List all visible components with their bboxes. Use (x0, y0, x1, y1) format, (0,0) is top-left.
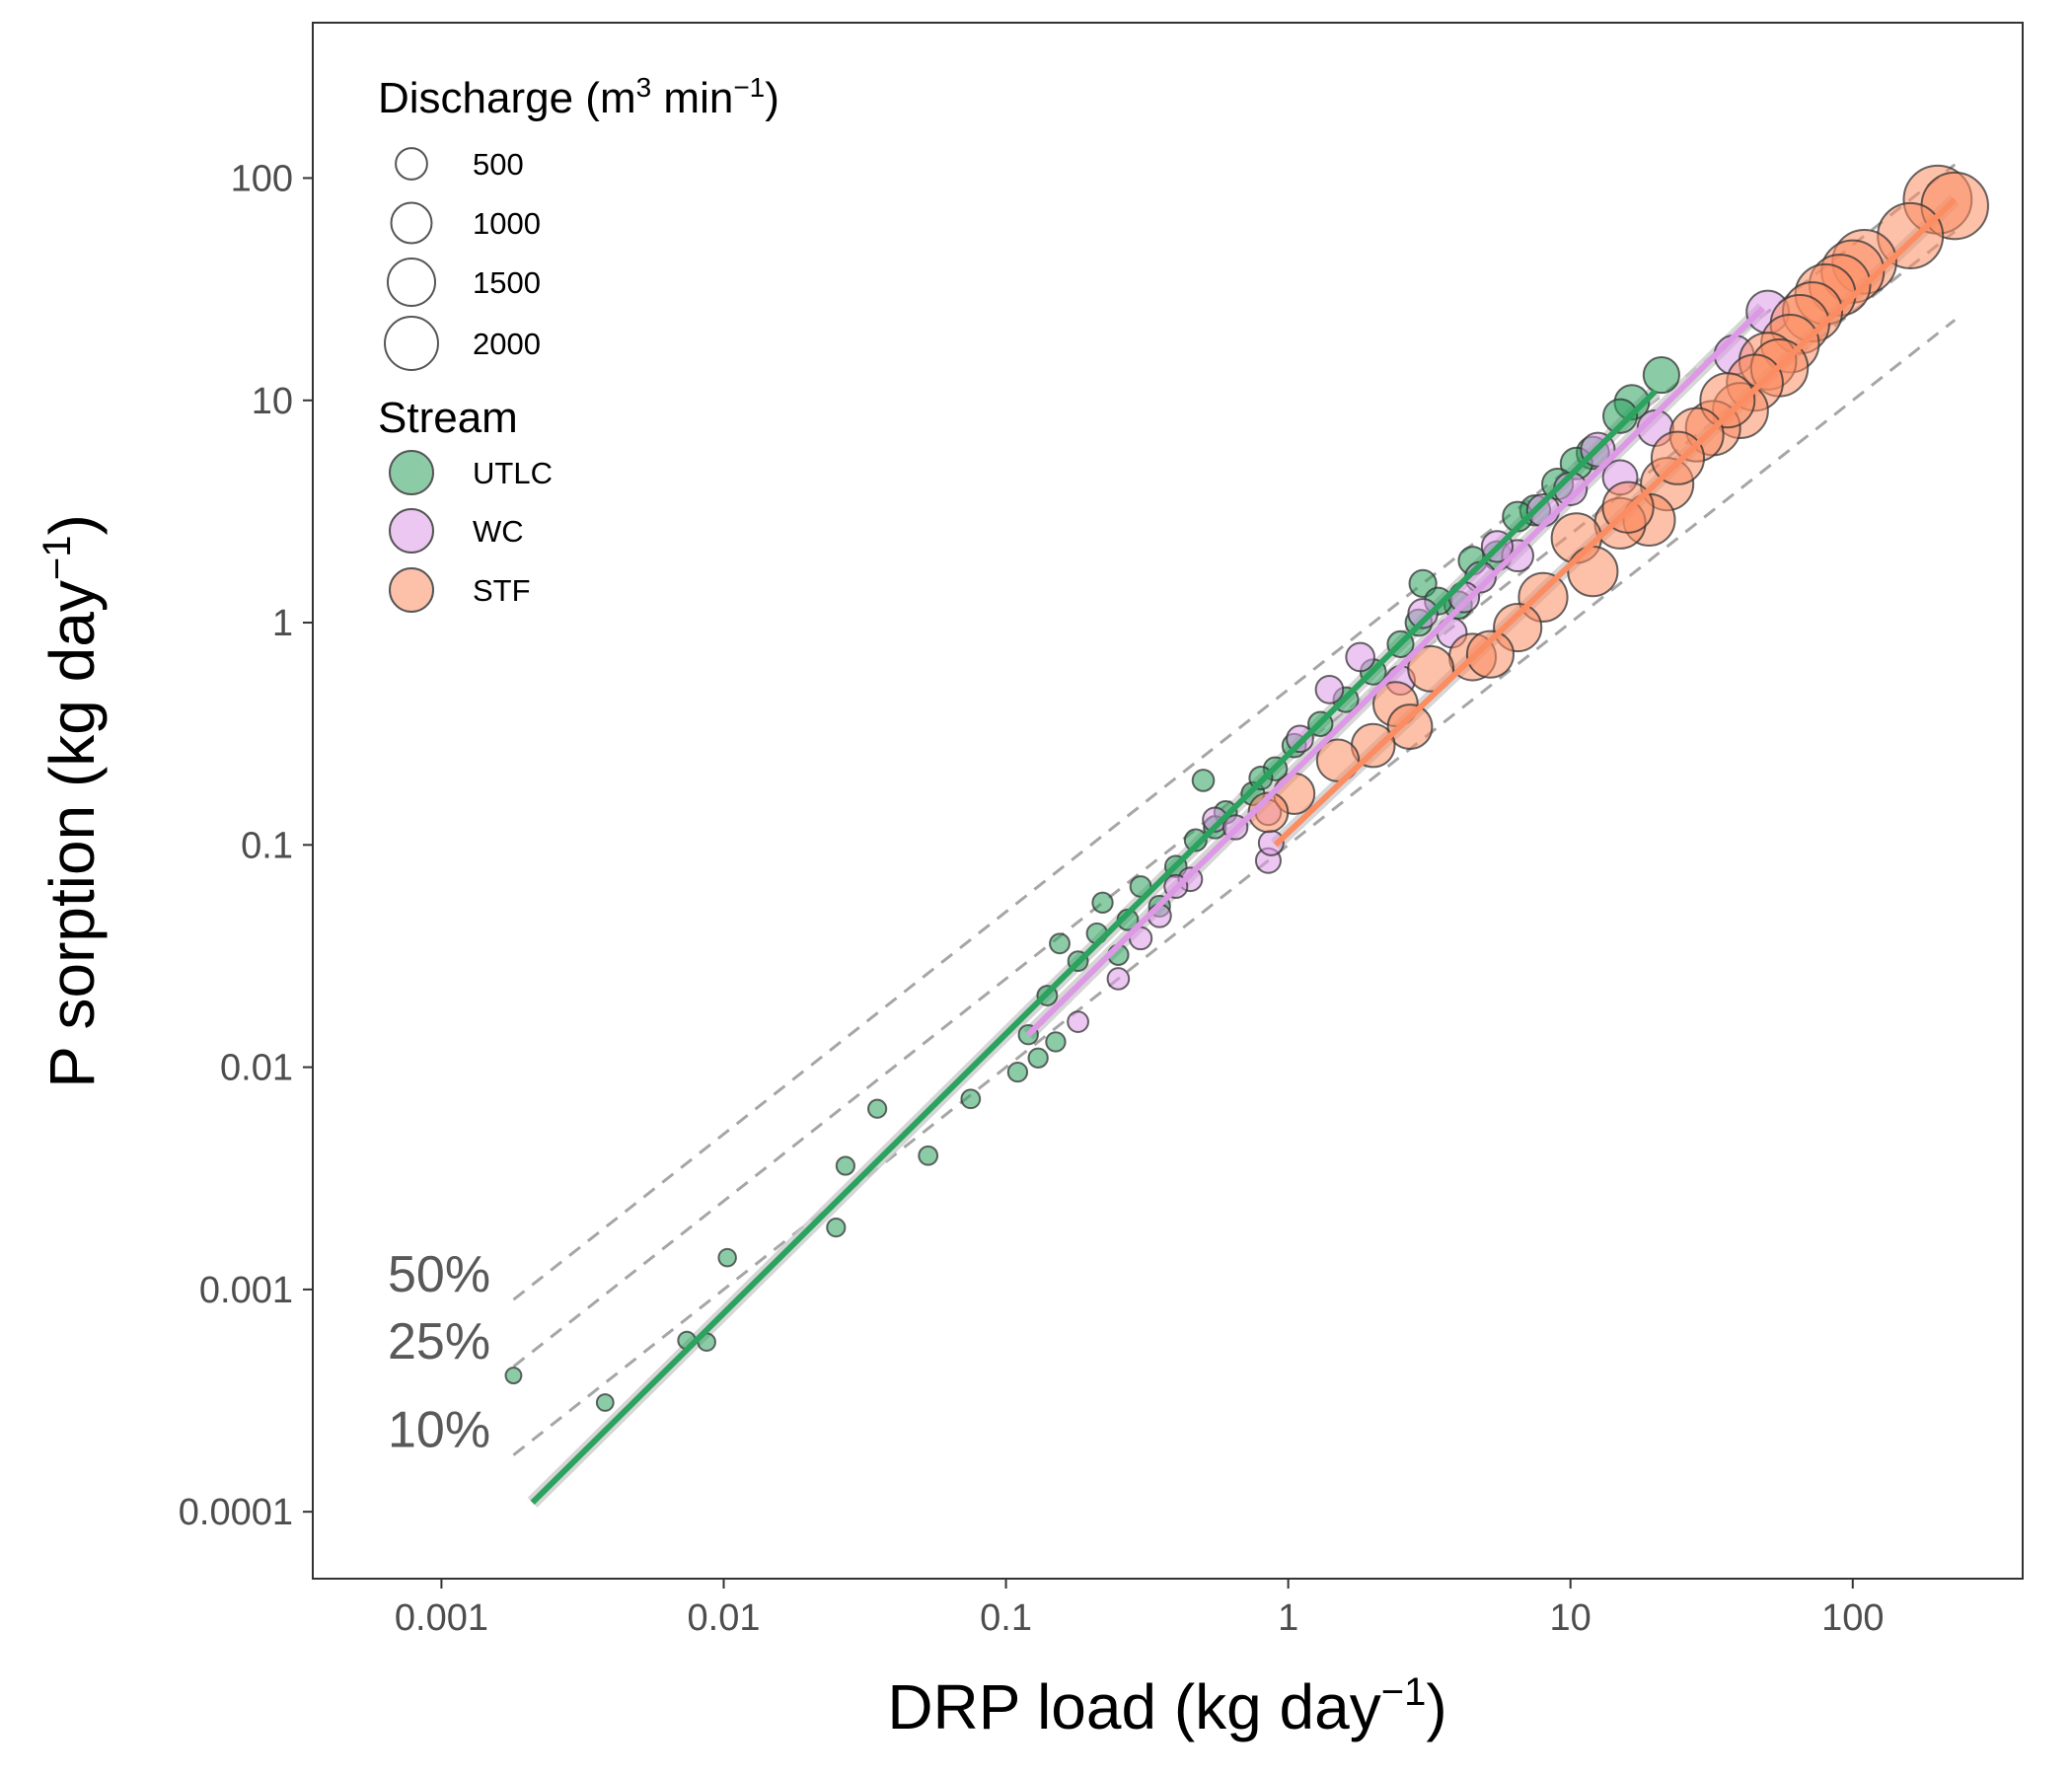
legend-stream-key-stf (389, 567, 434, 613)
legend-size-key (390, 201, 433, 245)
point-stf (1247, 791, 1290, 834)
legend-size-title: Discharge (m3 min−1) (378, 72, 779, 122)
x-tick-label: 1 (1278, 1597, 1298, 1639)
point-utlc (1027, 1047, 1049, 1069)
point-utlc (1601, 398, 1639, 434)
x-tick-label: 100 (1821, 1597, 1884, 1639)
fit-line-utlc (530, 389, 1658, 1505)
legend-stream-key-wc (389, 508, 434, 554)
point-stf (1465, 629, 1515, 679)
point-utlc (1045, 1031, 1067, 1053)
point-utlc (1006, 1061, 1029, 1083)
point-stf (1407, 644, 1455, 693)
legend: Discharge (m3 min−1) 500 1000 1500 2000 Str… (378, 72, 779, 613)
point-wc (1067, 1010, 1089, 1034)
y-axis-title: P sorption (kg day−1) (36, 514, 108, 1088)
reference-line-10pct (512, 319, 1957, 1456)
legend-size-label: 1500 (473, 265, 541, 300)
point-utlc (1191, 769, 1216, 792)
reference-line-label: 25% (388, 1313, 490, 1370)
legend-stream-title: Stream (378, 394, 518, 442)
point-utlc (595, 1393, 615, 1412)
point-utlc (960, 1088, 982, 1110)
legend-stream-label: UTLC (473, 456, 553, 490)
legend-stream-label: WC (473, 514, 524, 549)
point-utlc (504, 1367, 523, 1385)
point-wc (1314, 675, 1345, 704)
legend-size-key (384, 316, 439, 371)
x-axis-title: DRP load (kg day−1) (887, 1670, 1446, 1742)
y-tick-label: 10 (252, 381, 293, 422)
legend-size-label: 2000 (473, 327, 541, 361)
legend-size-label: 1000 (473, 206, 541, 241)
fit-line-wc (1026, 306, 1765, 1037)
point-utlc (717, 1247, 737, 1268)
point-stf (1567, 546, 1619, 598)
point-stf (1315, 738, 1361, 782)
y-tick-label: 0.01 (220, 1048, 293, 1089)
legend-size-key (386, 257, 437, 308)
y-tick-label: 0.0001 (179, 1492, 293, 1533)
x-tick-label: 0.01 (688, 1597, 761, 1639)
point-utlc (835, 1155, 855, 1176)
point-utlc (1183, 828, 1208, 852)
point-utlc (1091, 891, 1114, 914)
point-utlc (867, 1098, 888, 1119)
point-stf (1386, 703, 1434, 750)
legend-stream-label: STF (473, 573, 531, 608)
legend-size-label: 500 (473, 147, 524, 182)
y-tick-label: 0.1 (241, 825, 293, 866)
x-tick-label: 0.001 (395, 1597, 488, 1639)
point-utlc (1049, 932, 1071, 955)
reference-line-label: 50% (388, 1246, 490, 1303)
point-utlc (918, 1145, 939, 1166)
point-utlc (1642, 355, 1680, 395)
y-tick-label: 0.001 (199, 1270, 293, 1311)
plot-panel (312, 22, 2024, 1580)
legend-size-key (395, 147, 428, 181)
point-utlc (826, 1217, 847, 1238)
point-wc (1407, 597, 1439, 629)
reference-line-label: 10% (388, 1402, 490, 1459)
legend-stream-key-utlc (389, 450, 434, 495)
point-wc (1106, 967, 1131, 991)
y-tick-label: 100 (231, 158, 293, 199)
x-tick-label: 10 (1550, 1597, 1591, 1639)
x-tick-label: 0.1 (980, 1597, 1032, 1639)
y-tick-label: 1 (272, 603, 293, 644)
point-wc (1345, 641, 1375, 673)
fit-line-stf (1273, 197, 1958, 848)
